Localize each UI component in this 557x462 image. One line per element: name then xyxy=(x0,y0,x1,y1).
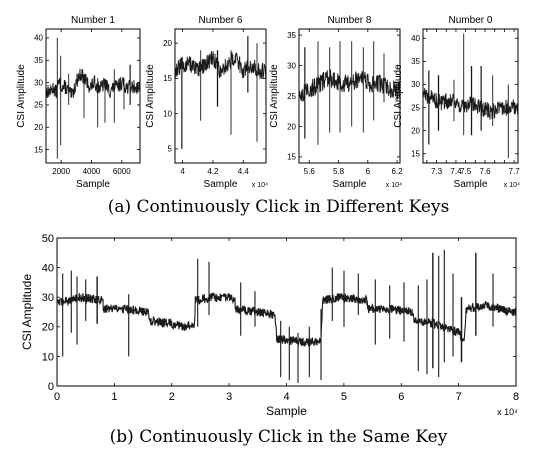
chart-3: 15 20 25 30 35 40 7.3 7.47.5 7.6 7.7 Number 0 Sampl… xyxy=(393,15,520,190)
y-tick-label: 10 xyxy=(42,351,54,363)
x-axis-label: Sample xyxy=(76,179,110,190)
caption-b: (b) Continuously Click in the Same Key xyxy=(109,427,448,447)
y-tick-label: 30 xyxy=(42,292,54,304)
y-tick-label: 35 xyxy=(287,31,296,40)
chart-title: Number 0 xyxy=(449,15,493,26)
chart-title: Number 6 xyxy=(199,15,243,26)
chart-title: Number 1 xyxy=(71,15,115,26)
chart-1: 5 10 15 20 4 4.2 4.4 Number 6 Sample CSI Amplitud… xyxy=(145,15,268,190)
series-line xyxy=(299,41,400,145)
series-line xyxy=(423,33,518,159)
y-tick-label: 40 xyxy=(411,34,420,43)
y-tick-label: 25 xyxy=(34,101,43,110)
chart-0: 15 20 25 30 35 40 2000 4000 6000 Number 1 Sample CS… xyxy=(16,15,141,190)
x-axis-multiplier: x 10⁴ xyxy=(386,182,402,189)
x-tick-label: 4 xyxy=(180,167,185,176)
plot-frame xyxy=(45,28,141,164)
caption-a: (a) Continuously Click in Different Keys xyxy=(107,197,450,217)
y-tick-label: 30 xyxy=(411,80,420,89)
y-tick-label: 40 xyxy=(34,34,43,43)
x-tick-label: 5 xyxy=(341,391,347,403)
x-axis-multiplier: x 10⁴ xyxy=(504,182,520,189)
y-tick-label: 20 xyxy=(287,122,296,131)
x-tick-label: 7.6 xyxy=(479,167,491,176)
x-tick-label: 1 xyxy=(111,391,117,403)
x-tick-label: 5.6 xyxy=(304,167,316,176)
x-tick-label: 3 xyxy=(226,391,232,403)
series-line xyxy=(46,37,140,159)
y-tick-label: 20 xyxy=(42,322,54,334)
x-axis-multiplier: x 10⁴ xyxy=(252,182,268,189)
y-tick-label: 20 xyxy=(34,123,43,132)
y-tick-label: 30 xyxy=(287,61,296,70)
x-tick-label: 6000 xyxy=(113,167,131,176)
x-axis-label: Sample xyxy=(204,179,238,190)
y-axis-label: CSI Amplitude xyxy=(20,274,34,350)
plot-frame xyxy=(56,237,517,387)
x-axis-label: Sample xyxy=(266,404,307,418)
plot-frame xyxy=(174,28,267,164)
x-axis-label: Sample xyxy=(333,179,367,190)
x-tick-label: 2000 xyxy=(52,167,70,176)
y-tick-label: 20 xyxy=(163,39,172,48)
x-axis-multiplier: x 10⁴ xyxy=(497,407,518,417)
y-tick-label: 15 xyxy=(163,74,172,83)
x-tick-label: 6 xyxy=(366,167,371,176)
x-tick-label: 7.3 xyxy=(431,167,443,176)
y-tick-label: 35 xyxy=(34,56,43,65)
y-axis-label: CSI Amplitude xyxy=(16,64,27,128)
y-tick-label: 25 xyxy=(411,103,420,112)
chart-title: Number 8 xyxy=(328,15,372,26)
x-tick-label: 7 xyxy=(456,391,462,403)
y-tick-label: 15 xyxy=(287,153,296,162)
x-tick-label: 8 xyxy=(513,391,519,403)
y-tick-label: 0 xyxy=(48,381,54,393)
y-tick-label: 35 xyxy=(411,57,420,66)
x-tick-label: 5.8 xyxy=(333,167,345,176)
y-axis-label: CSI Amplitude xyxy=(269,64,280,128)
y-tick-label: 15 xyxy=(34,145,43,154)
x-tick-label: 4.4 xyxy=(238,167,250,176)
x-axis-label: Sample xyxy=(454,179,488,190)
y-tick-label: 25 xyxy=(287,92,296,101)
x-tick-label: 6.2 xyxy=(392,167,404,176)
plot-frame xyxy=(422,28,519,164)
x-tick-label: 7.7 xyxy=(509,167,521,176)
y-axis-label: CSI Amplitude xyxy=(393,64,404,128)
x-tick-label: 6 xyxy=(398,391,404,403)
series-line xyxy=(175,36,266,149)
y-tick-label: 30 xyxy=(34,78,43,87)
y-tick-label: 5 xyxy=(168,145,173,154)
x-tick-label: 2 xyxy=(169,391,175,403)
y-tick-label: 20 xyxy=(411,126,420,135)
y-axis-label: CSI Amplitude xyxy=(145,64,156,128)
y-tick-label: 10 xyxy=(163,109,172,118)
y-tick-label: 15 xyxy=(411,150,420,159)
y-tick-label: 40 xyxy=(42,262,54,274)
y-tick-label: 50 xyxy=(42,233,54,245)
chart-4: 0 10 20 30 40 50 0 1 2 3 4 5 6 7 8 Sample CSI Amplitude x… xyxy=(20,233,519,418)
x-tick-label: 4000 xyxy=(83,167,101,176)
series-line xyxy=(57,249,516,383)
x-tick-label: 7.4 xyxy=(450,167,462,176)
x-tick-label: 4 xyxy=(283,391,289,403)
x-tick-label: 0 xyxy=(54,391,60,403)
chart-2: 15 20 25 30 35 5.6 5.8 6 6.2 Number 8 Sample CSI Am… xyxy=(269,15,403,190)
x-tick-label: 4.2 xyxy=(207,167,219,176)
x-tick-label: 7.5 xyxy=(460,167,472,176)
